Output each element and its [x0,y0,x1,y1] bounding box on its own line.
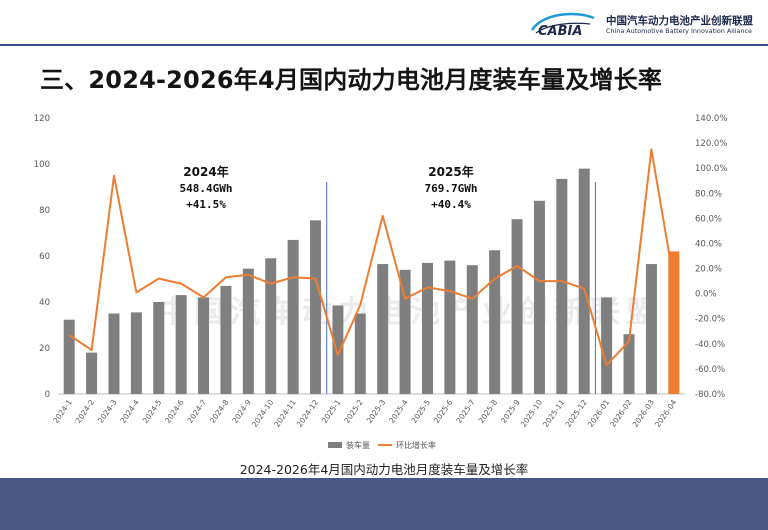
annotation-growth: +40.4% [431,198,471,211]
bar [108,313,120,394]
annotation-total: 548.4GWh [180,182,233,195]
legend-label-bar: 装车量 [346,440,370,450]
y-right-tick-label: 0.0% [695,290,717,300]
bar [421,262,433,394]
y-right-tick-label: 60.0% [695,214,722,224]
logo-wordmark: CABIA [538,24,582,38]
y-right-tick-label: -80.0% [695,390,725,400]
x-tick-label: 2024-6 [163,398,186,425]
y-right-tick-label: 120.0% [695,139,727,149]
annotation-year: 2024年 [183,164,228,179]
bar [533,200,545,394]
cabia-logo: CABIA 中国汽车动力电池产业创新联盟 China Automotive Ba… [528,10,768,40]
bar [556,178,568,394]
x-tick-label: 2024-3 [96,398,119,425]
bar [578,168,590,394]
legend-label-line: 环比增长率 [396,440,436,450]
x-tick-label: 2025-9 [499,398,522,425]
y-left-tick-label: 0 [45,390,50,400]
annotation-growth: +41.5% [186,198,226,211]
header: CABIA 中国汽车动力电池产业创新联盟 China Automotive Ba… [0,0,768,46]
y-left-tick-label: 20 [39,344,50,354]
y-left-tick-label: 120 [34,114,50,124]
x-tick-label: 2025-4 [387,398,410,425]
header-divider [0,44,768,46]
bar [287,239,299,394]
annotation-total: 769.7GWh [425,182,478,195]
bar [130,312,142,394]
y-left-tick-label: 100 [34,160,50,170]
legend-swatch-bar [328,442,342,448]
bar [377,264,389,394]
x-tick-label: 2024-4 [118,398,141,425]
bar [220,285,232,394]
x-tick-label: 2025-5 [410,398,433,425]
y-right-tick-label: -20.0% [695,315,725,325]
x-tick-label: 2025-7 [454,398,477,425]
y-left-tick-label: 80 [39,206,50,216]
x-tick-label: 2024-7 [186,398,209,425]
x-tick-label: 2025-8 [477,398,500,425]
x-tick-label: 2024-8 [208,398,231,425]
bar [511,219,523,394]
bar [444,260,456,394]
x-tick-label: 2024-9 [230,398,253,425]
bar [265,258,277,394]
x-tick-label: 2024-5 [141,398,164,425]
bar [601,297,613,394]
growth-rate-line [68,148,675,367]
x-tick-label: 2026-04 [653,398,678,429]
bar [489,250,501,394]
bar [242,268,254,394]
y-right-tick-label: 20.0% [695,265,722,275]
bar [668,251,680,394]
y-right-tick-label: -60.0% [695,365,725,375]
y-right-tick-label: 100.0% [695,164,727,174]
x-tick-label: 2024-1 [51,398,74,425]
cabia-logo-icon: CABIA [530,12,595,38]
bar [198,297,210,394]
annotation-year: 2025年 [428,164,473,179]
org-name-en: China Automotive Battery Innovation Alli… [606,27,752,35]
bar [332,305,344,394]
bar [645,264,657,394]
x-tick-label: 2025-2 [342,398,365,425]
bar [399,269,411,394]
x-tick-label: 2025-1 [320,398,343,425]
page-title: 三、2024-2026年4月国内动力电池月度装车量及增长率 [40,66,663,94]
y-right-tick-label: 40.0% [695,239,722,249]
org-name-cn: 中国汽车动力电池产业创新联盟 [606,15,753,27]
bar [175,295,187,394]
y-right-tick-label: 80.0% [695,189,722,199]
footer-band [0,478,768,530]
y-left-tick-label: 40 [39,298,50,308]
battery-installation-chart: 中国汽车动力电池产业创新联盟020406080100120-80.0%-60.0… [34,114,728,450]
y-right-tick-label: 140.0% [695,114,727,124]
bar [466,265,478,394]
bar [354,313,366,394]
x-tick-label: 2025-6 [432,398,455,425]
y-left-tick-label: 60 [39,252,50,262]
x-tick-label: 2025-3 [365,398,388,425]
bar [153,302,165,394]
bar [63,319,75,394]
x-tick-label: 2024-2 [74,398,97,425]
x-tick-label: 2024-12 [295,398,320,429]
y-right-tick-label: -40.0% [695,340,725,350]
bar [310,220,322,394]
bar [86,352,98,394]
chart-caption: 2024-2026年4月国内动力电池月度装车量及增长率 [239,462,529,477]
bar [623,334,635,394]
